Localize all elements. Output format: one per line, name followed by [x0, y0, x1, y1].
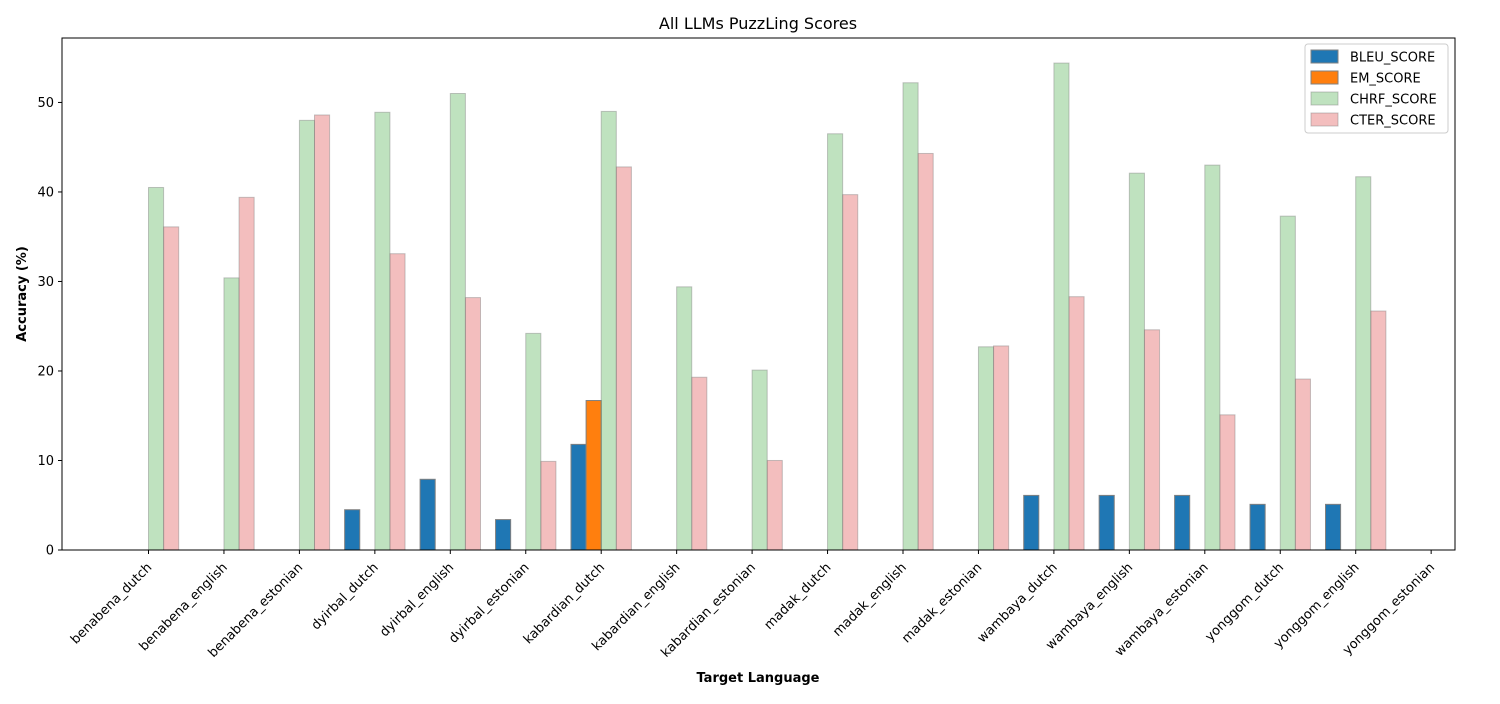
bar-chrf-score-benabena-english [223, 277, 240, 551]
bar-chrf-score-wambaya-english [1128, 172, 1145, 551]
bar-cter-score-wambaya-english [1143, 329, 1161, 551]
bar-chrf-score-dyirbal-estonian [525, 332, 542, 551]
x-tick-label-madak-estonian: madak_estonian [899, 560, 985, 646]
legend-label-bleu-score: BLEU_SCORE [1350, 51, 1435, 66]
bar-cter-score-wambaya-dutch [1068, 296, 1085, 551]
bar-cter-score-benabena-estonian [314, 114, 331, 551]
x-tick-label-kabardian-dutch: kabardian_dutch [521, 560, 608, 647]
bar-cter-score-dyirbal-english [464, 297, 481, 551]
legend: BLEU_SCORE EM_SCORE CHRF_SCORE CTER_SCORE [1304, 43, 1449, 134]
bar-bleu-score-yonggom-english [1325, 503, 1342, 551]
x-tick-label-madak-dutch: madak_dutch [762, 560, 835, 633]
bar-bleu-score-dyirbal-english [419, 478, 436, 551]
bar-cter-score-benabena-english [238, 196, 255, 551]
y-tick-label: 20 [37, 364, 54, 379]
bar-chrf-score-yonggom-dutch [1279, 215, 1296, 551]
y-axis: 0 10 20 30 40 50 [37, 96, 62, 559]
y-tick-label: 0 [46, 544, 54, 559]
legend-swatch-chrf-score [1310, 91, 1339, 106]
legend-label-cter-score: CTER_SCORE [1350, 114, 1436, 129]
bars-layer [148, 62, 1387, 551]
bar-cter-score-madak-english [917, 152, 934, 551]
bar-bleu-score-wambaya-estonian [1174, 494, 1191, 551]
bar-bleu-score-wambaya-english [1098, 494, 1115, 551]
legend-swatch-em-score [1310, 70, 1339, 85]
bar-bleu-score-kabardian-dutch [570, 443, 587, 551]
bar-chrf-score-wambaya-dutch [1053, 62, 1070, 551]
x-tick-label-madak-english: madak_english [830, 560, 910, 640]
y-axis-label: Accuracy (%) [15, 246, 30, 342]
bar-bleu-score-dyirbal-dutch [344, 509, 361, 551]
bar-cter-score-kabardian-english [691, 376, 708, 551]
bar-cter-score-madak-estonian [993, 345, 1010, 551]
y-tick-label: 50 [37, 96, 54, 111]
bar-cter-score-wambaya-estonian [1219, 414, 1236, 551]
bar-cter-score-madak-dutch [842, 194, 859, 551]
x-axis: benabena_dutchbenabena_englishbenabena_e… [68, 550, 1438, 661]
bar-chrf-score-wambaya-estonian [1204, 164, 1221, 551]
bar-chrf-score-madak-estonian [977, 346, 995, 551]
bar-chrf-score-kabardian-dutch [600, 110, 617, 551]
bar-chrf-score-dyirbal-dutch [374, 111, 391, 551]
bar-chrf-score-madak-english [902, 82, 919, 551]
bar-chrf-score-dyirbal-english [449, 93, 466, 551]
y-tick-label: 10 [37, 454, 54, 469]
bar-cter-score-dyirbal-estonian [540, 460, 557, 551]
bar-cter-score-benabena-dutch [163, 226, 180, 551]
x-tick-label-dyirbal-dutch: dyirbal_dutch [309, 560, 382, 633]
y-tick-label: 30 [37, 275, 54, 290]
bar-chrf-score-kabardian-estonian [751, 369, 768, 551]
bar-cter-score-kabardian-dutch [615, 166, 632, 551]
x-tick-label-dyirbal-english: dyirbal_english [377, 560, 457, 640]
legend-label-em-score: EM_SCORE [1350, 72, 1421, 87]
x-tick-label-dyirbal-estonian: dyirbal_estonian [446, 560, 532, 646]
bar-bleu-score-yonggom-dutch [1249, 503, 1266, 551]
bar-chrf-score-yonggom-english [1355, 176, 1372, 551]
bar-chrf-score-madak-dutch [827, 133, 844, 551]
bar-chrf-score-benabena-dutch [148, 186, 165, 551]
legend-swatch-cter-score [1310, 112, 1339, 127]
plot-frame [61, 37, 1456, 551]
bar-chrf-score-kabardian-english [676, 286, 693, 551]
legend-swatch-bleu-score [1310, 49, 1339, 64]
legend-label-chrf-score: CHRF_SCORE [1350, 93, 1437, 108]
bar-bleu-score-wambaya-dutch [1023, 494, 1040, 551]
bar-cter-score-yonggom-english [1370, 310, 1387, 551]
bar-bleu-score-dyirbal-estonian [495, 519, 512, 551]
bar-cter-score-yonggom-dutch [1294, 378, 1311, 551]
x-tick-label-wambaya-dutch: wambaya_dutch [975, 560, 1061, 646]
bar-cter-score-dyirbal-dutch [389, 253, 406, 551]
chart-title: All LLMs PuzzLing Scores [659, 14, 857, 33]
legend-box [1304, 43, 1449, 134]
bar-em-score-kabardian-dutch [585, 400, 602, 551]
x-axis-label: Target Language [696, 671, 819, 686]
x-tick-label-benabena-dutch: benabena_dutch [68, 560, 155, 647]
x-tick-label-yonggom-dutch: yonggom_dutch [1203, 560, 1287, 644]
bar-cter-score-kabardian-estonian [766, 459, 783, 551]
y-tick-label: 40 [37, 185, 54, 200]
bar-chrf-score-benabena-estonian [298, 119, 315, 551]
